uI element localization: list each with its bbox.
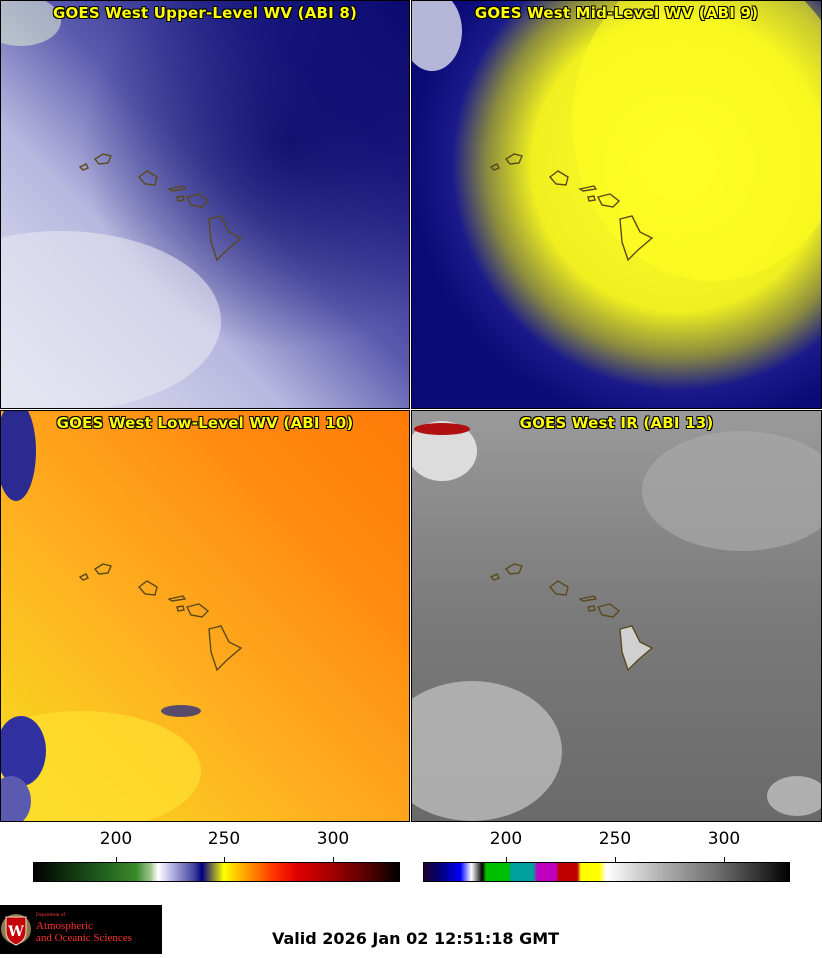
wv-tick-label-300: 300 — [316, 829, 350, 849]
wv-tick — [333, 857, 334, 862]
upper-level-wv-image — [1, 1, 409, 408]
logo-line-1: Department of — [36, 913, 66, 918]
uw-crest-icon: W — [1, 914, 31, 946]
ir-tick — [724, 857, 725, 862]
panel-ir: GOES West IR (ABI 13) — [411, 410, 822, 822]
valid-time: Valid 2026 Jan 02 12:51:18 GMT — [272, 929, 560, 948]
wv-tick — [224, 857, 225, 862]
panel-title: GOES West Low-Level WV (ABI 10) — [56, 414, 354, 432]
logo-line-2: Atmospheric — [36, 920, 93, 932]
mid-level-wv-image — [412, 1, 821, 408]
wv-tick — [116, 857, 117, 862]
low-level-wv-image — [1, 411, 409, 821]
panel-low-level-wv: GOES West Low-Level WV (ABI 10) — [0, 410, 410, 822]
panel-title: GOES West Mid-Level WV (ABI 9) — [474, 4, 759, 22]
panel-mid-level-wv: GOES West Mid-Level WV (ABI 9) — [411, 0, 822, 409]
wv-colorbar — [33, 862, 400, 882]
logo-line-3: and Oceanic Sciences — [36, 932, 132, 944]
ir-tick — [615, 857, 616, 862]
ir-image — [412, 411, 821, 821]
ir-tick-label-200: 200 — [489, 829, 523, 849]
ir-colorbar — [423, 862, 790, 882]
ir-tick-label-300: 300 — [707, 829, 741, 849]
panel-upper-level-wv: GOES West Upper-Level WV (ABI 8) — [0, 0, 410, 409]
svg-text:W: W — [7, 924, 24, 940]
ir-tick-label-250: 250 — [598, 829, 632, 849]
uw-aos-logo: W Department of Atmospheric and Oceanic … — [0, 905, 162, 954]
wv-tick-label-250: 250 — [207, 829, 241, 849]
panel-title: GOES West Upper-Level WV (ABI 8) — [52, 4, 358, 22]
wv-tick-label-200: 200 — [99, 829, 133, 849]
ir-tick — [506, 857, 507, 862]
panel-title: GOES West IR (ABI 13) — [519, 414, 714, 432]
